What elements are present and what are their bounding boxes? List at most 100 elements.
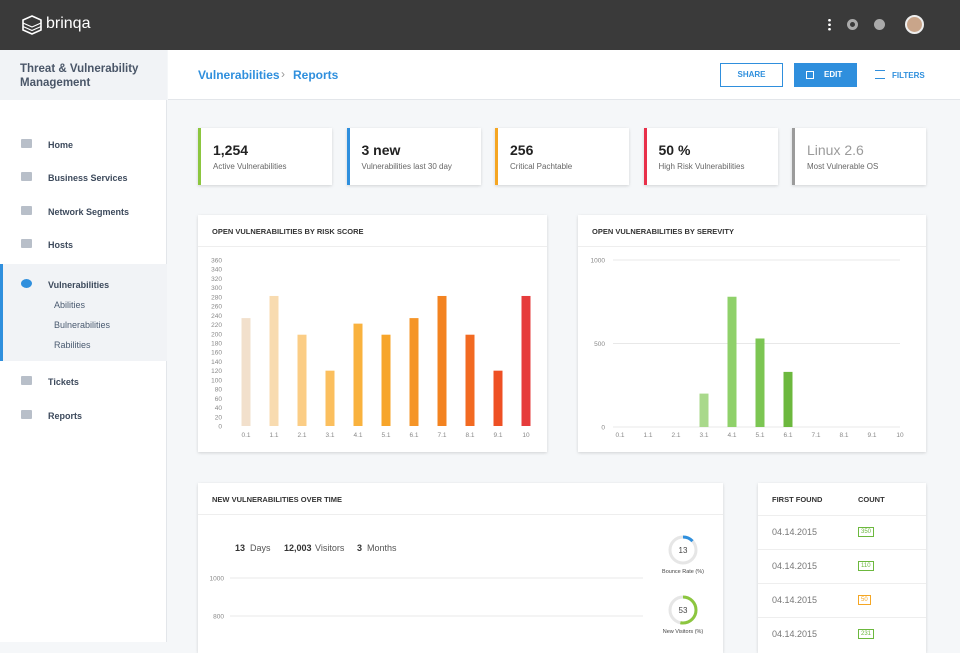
nav-item[interactable]: Hosts: [48, 240, 74, 250]
y-tick-label: 20: [215, 414, 223, 421]
y-tick-label: 220: [211, 322, 222, 329]
nav-item[interactable]: Home: [48, 140, 74, 150]
menu-icon[interactable]: [828, 18, 831, 31]
x-tick-label: 1.1: [643, 432, 652, 439]
y-tick-label: 0: [218, 424, 222, 431]
breadcrumb-item[interactable]: Reports: [293, 68, 339, 82]
nav-item[interactable]: Network Segments: [48, 207, 130, 217]
chart: 800 1000 13 Bounce Rate (%) 53 New Visitors (…: [210, 535, 704, 635]
cell: 04.14.2015: [772, 595, 818, 605]
bar: [465, 334, 475, 426]
y-tick-label: 80: [215, 387, 223, 394]
y-tick-label: 340: [211, 267, 222, 274]
x-tick-label: 0.1: [241, 432, 250, 439]
bar: [325, 370, 335, 426]
y-tick-label: 140: [211, 359, 222, 366]
column-header: FIRST FOUND: [772, 495, 823, 504]
table-card: FIRST FOUND COUNT 04.14.2015 350 04.14.2015 1…: [758, 483, 926, 653]
y-tick-label: 180: [211, 341, 222, 348]
x-tick-label: 9.1: [867, 432, 876, 439]
kpi-value: 3 new: [361, 142, 401, 158]
bar: [353, 323, 363, 426]
cell: 04.14.2015: [772, 561, 818, 571]
nav-subitem[interactable]: Rabilities: [54, 340, 91, 350]
breadcrumb-item[interactable]: Vulnerabilities: [198, 68, 280, 82]
y-tick-label: 800: [213, 614, 224, 621]
nav-item[interactable]: Reports: [48, 411, 83, 421]
cell: 04.14.2015: [772, 629, 818, 639]
info-icon[interactable]: [874, 19, 885, 30]
y-tick-label: 260: [211, 304, 222, 311]
x-tick-label: 2.1: [671, 432, 680, 439]
kpi-label: Critical Pachtable: [510, 162, 573, 171]
kpi-label: High Risk Vulnerabilities: [658, 162, 745, 171]
y-tick-label: 160: [211, 350, 222, 357]
timeline-card: NEW VULNERABILITIES OVER TIME 13 12,003 3 D…: [198, 483, 723, 653]
gauge-arc: [668, 535, 698, 565]
settings-icon[interactable]: [847, 19, 858, 30]
kpi-card: Linux 2.6 Most Vulnerable OS: [792, 128, 926, 185]
y-tick-label: 100: [211, 377, 222, 384]
edit-button[interactable]: EDIT: [794, 63, 857, 87]
chart: 0 20 40 60 80 100 120 140 160 180 200 220 240 260 280 3…: [211, 258, 531, 439]
x-tick-label: 1.1: [269, 432, 278, 439]
count-badge: 50: [858, 595, 871, 605]
nav-subitem[interactable]: Bulnerabilities: [54, 320, 111, 330]
chart-card: OPEN VULNERABILITIES BY SEREVITY 0 500 100…: [578, 215, 926, 452]
stat-value: 12,003: [284, 543, 312, 553]
stat-label: Months: [367, 543, 397, 553]
bar: [493, 370, 503, 426]
filters-button[interactable]: FILTERS: [892, 71, 925, 80]
share-button[interactable]: SHARE: [720, 63, 783, 87]
y-tick-label: 360: [211, 258, 222, 265]
gauge-label: New Visitors (%): [663, 629, 704, 635]
nav-item[interactable]: Business Services: [48, 173, 128, 183]
chart: 0 500 1000 0.1 1.1 2.1 3.1 4.1 5.1 6.1 7.1 8.1 9.1 10: [591, 258, 904, 440]
nav-item[interactable]: Tickets: [48, 377, 79, 387]
kpi-value: 256: [510, 142, 534, 158]
nav-icon: [21, 206, 32, 215]
gauge-arc: [668, 595, 698, 625]
y-tick-label: 40: [215, 405, 223, 412]
bar: [241, 318, 251, 426]
nav-subitem[interactable]: Abilities: [54, 300, 86, 310]
y-tick-label: 0: [601, 425, 605, 432]
cell: 04.14.2015: [772, 527, 818, 537]
stat-label: Visitors: [315, 543, 345, 553]
sidebar: Threat & Vulnerability Management Home Bu…: [0, 50, 167, 642]
x-tick-label: 0.1: [615, 432, 624, 439]
stat-label: Days: [250, 543, 271, 553]
y-tick-label: 320: [211, 276, 222, 283]
x-tick-label: 5.1: [755, 432, 764, 439]
sidebar-title: Threat & Vulnerability Management: [20, 63, 139, 89]
kpi-value: 50 %: [658, 142, 691, 158]
kpi-card: 50 % High Risk Vulnerabilities: [643, 128, 778, 185]
bar: [381, 334, 391, 426]
y-tick-label: 300: [211, 285, 222, 292]
nav-icon: [21, 376, 32, 385]
gauge-value: 13: [679, 546, 688, 555]
gauge-label: Bounce Rate (%): [662, 569, 704, 575]
avatar[interactable]: [905, 15, 924, 34]
brand: brinqa: [46, 15, 91, 32]
row-separator: [758, 617, 926, 618]
chart-card: OPEN VULNERABILITIES BY RISK SCORE 0 20 40…: [198, 215, 547, 452]
bar: [297, 334, 307, 426]
y-tick-label: 1000: [591, 258, 606, 265]
stat-value: 13: [235, 543, 246, 553]
logo: [22, 15, 42, 35]
y-tick-label: 60: [215, 396, 223, 403]
kpi-card: 1,254 Active Vulnerabilities: [198, 128, 332, 185]
nav-item[interactable]: Vulnerabilities: [48, 280, 110, 290]
bar: [699, 393, 709, 427]
stat-value: 3: [357, 543, 363, 553]
nav-icon: [21, 139, 32, 148]
x-tick-label: 8.1: [465, 432, 474, 439]
kpi-value: Linux 2.6: [807, 142, 864, 158]
bar: [437, 295, 447, 426]
x-tick-label: 4.1: [353, 432, 362, 439]
y-tick-label: 500: [594, 341, 605, 348]
bar: [783, 371, 793, 427]
kpi-label: Vulnerabilities last 30 day: [361, 162, 452, 171]
